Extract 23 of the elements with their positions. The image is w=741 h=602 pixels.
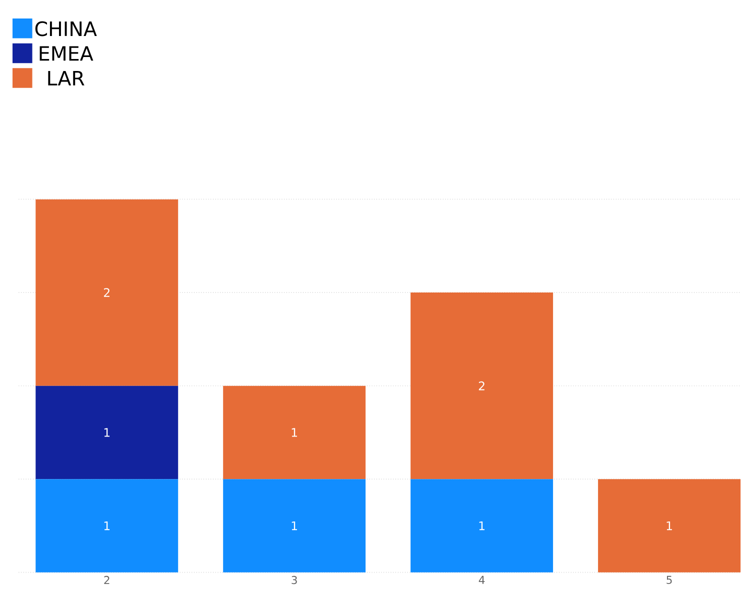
data-label: 1: [292, 521, 298, 530]
bar: [36, 386, 178, 479]
legend-label: LAR: [48, 70, 84, 86]
bar: [410, 292, 554, 479]
x-tick-label: 4: [478, 576, 485, 584]
data-label: 1: [292, 428, 298, 437]
data-label: 1: [104, 428, 110, 437]
legend-label: EMEA: [40, 46, 94, 61]
x-tick-label: 5: [666, 576, 672, 584]
bar: [36, 478, 178, 572]
data-label: 1: [666, 521, 672, 530]
x-tick-label: 2: [104, 576, 110, 584]
x-tick-label: 3: [292, 576, 297, 584]
bar: [36, 199, 178, 386]
data-label: 2: [104, 288, 110, 297]
data-label: 1: [479, 521, 484, 530]
data-label: 1: [104, 521, 110, 530]
bar: [223, 386, 366, 479]
bar: [598, 478, 741, 572]
bar: [410, 478, 554, 572]
bar: [223, 478, 366, 572]
data-label: 2: [478, 381, 484, 390]
legend-label: CHINA: [35, 21, 97, 36]
